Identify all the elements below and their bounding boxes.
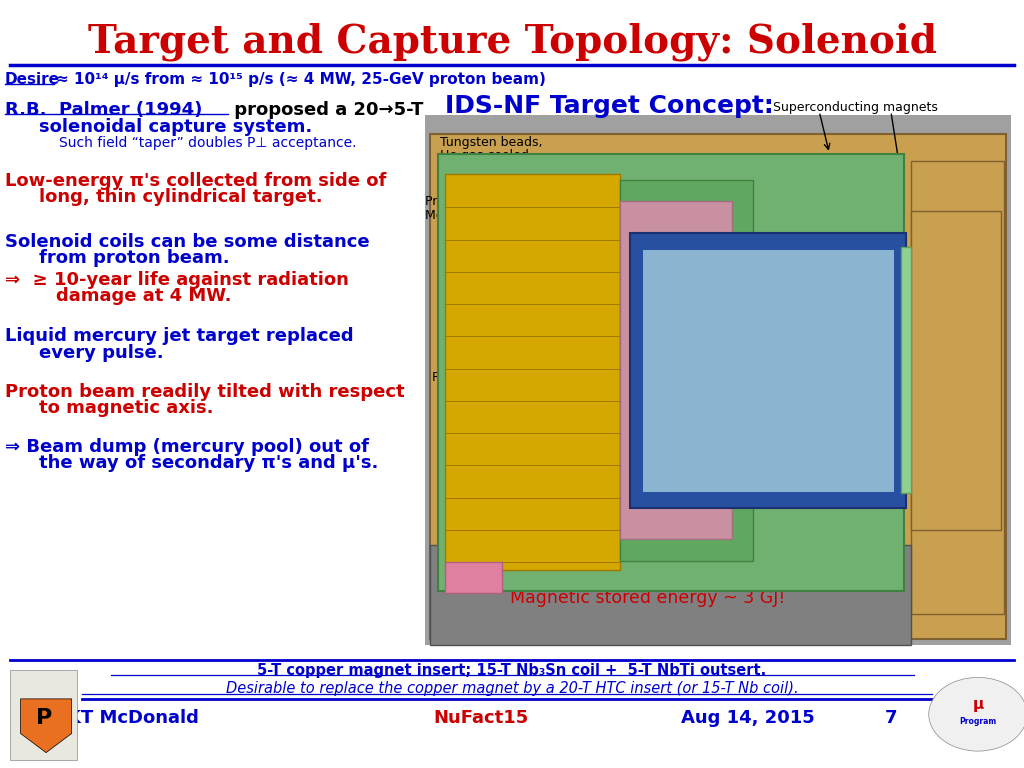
- Text: He gas cooled: He gas cooled: [440, 150, 529, 162]
- Bar: [620, 180, 753, 561]
- Text: ≈ 10¹⁴ μ/s from ≈ 10¹⁵ p/s (≈ 4 MW, 25-GeV proton beam): ≈ 10¹⁴ μ/s from ≈ 10¹⁵ p/s (≈ 4 MW, 25-G…: [56, 71, 546, 87]
- Text: P: P: [36, 708, 52, 728]
- Text: KT McDonald: KT McDonald: [68, 709, 199, 727]
- Text: Low-energy π's collected from side of: Low-energy π's collected from side of: [5, 172, 386, 190]
- Bar: [901, 247, 911, 493]
- Bar: [10, 670, 77, 760]
- Text: every pulse.: every pulse.: [39, 343, 164, 362]
- Text: from proton beam.: from proton beam.: [39, 249, 229, 267]
- Text: Program: Program: [959, 717, 996, 727]
- Text: the way of secondary π's and μ's.: the way of secondary π's and μ's.: [39, 454, 378, 472]
- Bar: [425, 115, 1011, 645]
- Text: Tungsten beads,: Tungsten beads,: [440, 136, 543, 148]
- Text: Shielding of the superconducting magnets: Shielding of the superconducting magnets: [510, 548, 881, 566]
- Text: 7: 7: [885, 709, 897, 727]
- Text: Solenoid coils can be some distance: Solenoid coils can be some distance: [5, 233, 370, 251]
- Text: Desire: Desire: [5, 71, 60, 87]
- Text: Proton beam readily tilted with respect: Proton beam readily tilted with respect: [5, 382, 404, 401]
- Bar: [643, 250, 894, 492]
- Text: Magnetic stored energy ~ 3 GJ!: Magnetic stored energy ~ 3 GJ!: [510, 588, 785, 607]
- Bar: [620, 201, 732, 539]
- Polygon shape: [20, 699, 72, 753]
- Text: Be window: Be window: [922, 224, 989, 237]
- Text: Target and Capture Topology: Solenoid: Target and Capture Topology: Solenoid: [87, 23, 937, 61]
- Bar: [430, 545, 911, 645]
- Text: long, thin cylindrical target.: long, thin cylindrical target.: [39, 188, 323, 207]
- Text: NuFact15: NuFact15: [433, 709, 529, 727]
- Text: Resistive magnets: Resistive magnets: [432, 372, 547, 384]
- Text: Aug 14, 2015: Aug 14, 2015: [681, 709, 814, 727]
- Bar: [445, 562, 502, 593]
- Text: from radiation is a major issue.: from radiation is a major issue.: [510, 564, 781, 583]
- Bar: [630, 233, 906, 508]
- Text: Such field “taper” doubles P⊥ acceptance.: Such field “taper” doubles P⊥ acceptance…: [59, 136, 357, 150]
- Text: ⇒  ≥ 10-year life against radiation: ⇒ ≥ 10-year life against radiation: [5, 271, 349, 290]
- Bar: [445, 174, 620, 570]
- Text: IDS-NF Target Concept:: IDS-NF Target Concept:: [445, 94, 774, 118]
- Text: to magnetic axis.: to magnetic axis.: [39, 399, 213, 417]
- Bar: [430, 134, 1006, 639]
- Text: Mercury jet: Mercury jet: [425, 209, 496, 221]
- Text: 5-T copper magnet insert; 15-T Nb₃Sn coil +  5-T NbTi outsert.: 5-T copper magnet insert; 15-T Nb₃Sn coi…: [257, 663, 767, 678]
- Text: Liquid mercury jet target replaced: Liquid mercury jet target replaced: [5, 327, 353, 346]
- Text: damage at 4 MW.: damage at 4 MW.: [56, 287, 231, 306]
- Text: solenoidal capture system.: solenoidal capture system.: [39, 118, 312, 136]
- Bar: [438, 154, 904, 591]
- Bar: [911, 211, 1001, 530]
- Text: proposed a 20→5-T: proposed a 20→5-T: [228, 101, 424, 119]
- Text: With splash mitigator: With splash mitigator: [647, 368, 781, 380]
- Text: Desirable to replace the copper magnet by a 20-T HTC insert (or 15-T Nb coil).: Desirable to replace the copper magnet b…: [225, 681, 799, 697]
- Text: Superconducting magnets: Superconducting magnets: [773, 101, 938, 114]
- Circle shape: [929, 677, 1024, 751]
- Text: ⇒ Beam dump (mercury pool) out of: ⇒ Beam dump (mercury pool) out of: [5, 438, 369, 456]
- Text: Proton beam and: Proton beam and: [425, 195, 532, 207]
- Text: Mercury collection pool: Mercury collection pool: [647, 355, 793, 367]
- Text: R.B.  Palmer (1994): R.B. Palmer (1994): [5, 101, 203, 119]
- Text: μ: μ: [973, 697, 983, 712]
- Bar: [911, 161, 1004, 614]
